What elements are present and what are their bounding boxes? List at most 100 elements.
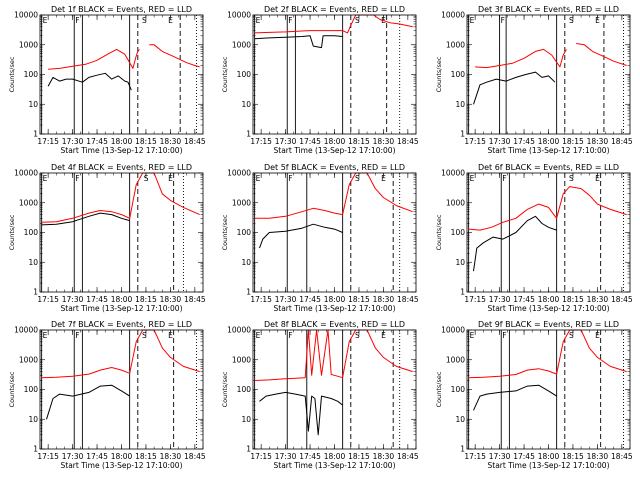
x-tick-label: 18:00 <box>324 452 346 461</box>
events-series-line <box>47 72 132 91</box>
x-tick-label: 18:15 <box>135 137 157 146</box>
interval-marker-label: S <box>142 331 147 340</box>
interval-marker-label: E <box>381 174 386 183</box>
y-axis-label: Counts/sec <box>435 214 443 250</box>
x-tick-label: 17:30 <box>275 295 297 304</box>
interval-marker-label: F <box>501 16 505 25</box>
y-tick-label: 100 <box>237 385 252 394</box>
y-tick-label: 100 <box>24 228 39 237</box>
x-tick-label: 18:15 <box>562 295 584 304</box>
events-series-line <box>254 35 343 49</box>
interval-marker-label: F <box>75 16 79 25</box>
x-tick-label: 17:15 <box>37 295 59 304</box>
y-tick-label: 1000 <box>232 355 251 364</box>
x-tick-label: 18:15 <box>562 137 584 146</box>
x-tick-label: 18:45 <box>397 295 419 304</box>
x-tick-label: 17:45 <box>513 452 535 461</box>
y-tick-label: 100 <box>24 385 39 394</box>
plot-frame <box>39 14 204 135</box>
y-tick-label: 1 <box>33 288 38 297</box>
interval-marker-label: F <box>288 16 292 25</box>
x-tick-label: 17:45 <box>86 295 108 304</box>
x-tick-label: 18:30 <box>160 137 182 146</box>
lld-series-line <box>149 44 200 68</box>
x-axis-label: Start Time (13-Sep-12 17:10:00) <box>274 146 396 155</box>
x-tick-label: 17:15 <box>464 452 486 461</box>
y-tick-label: 10 <box>28 258 38 267</box>
interval-marker-label: E <box>256 174 261 183</box>
x-axis-label: Start Time (13-Sep-12 17:10:00) <box>274 461 396 470</box>
x-tick-label: 18:15 <box>348 295 370 304</box>
plot-frame <box>252 172 417 293</box>
lld-series-line <box>254 14 413 34</box>
y-tick-label: 1000 <box>19 355 38 364</box>
interval-marker-label: F <box>288 174 292 183</box>
x-tick-label: 18:15 <box>348 137 370 146</box>
y-tick-label: 10000 <box>441 11 465 20</box>
y-axis-label: Counts/sec <box>435 371 443 407</box>
interval-marker-label: F <box>502 331 506 340</box>
x-tick-label: 18:30 <box>373 452 395 461</box>
events-series-line <box>473 215 557 272</box>
x-tick-label: 17:15 <box>464 137 486 146</box>
interval-marker-label: E <box>381 331 386 340</box>
interval-marker-label: E <box>168 331 173 340</box>
lld-series-line <box>576 43 627 66</box>
y-tick-label: 100 <box>451 70 466 79</box>
y-tick-label: 1000 <box>19 40 38 49</box>
y-tick-label: 10 <box>241 100 251 109</box>
x-tick-label: 18:00 <box>111 295 133 304</box>
interval-marker-label: S <box>569 331 574 340</box>
detector-panel: Det 6f BLACK = Events, RED = LLD 1 10 100 10… <box>435 163 633 313</box>
x-tick-label: 17:45 <box>299 137 321 146</box>
x-tick-label: 17:45 <box>86 137 108 146</box>
panel-title: Det 8f BLACK = Events, RED = LLD <box>264 320 405 329</box>
y-axis-label: Counts/sec <box>8 214 16 250</box>
x-axis-label: Start Time (13-Sep-12 17:10:00) <box>61 146 183 155</box>
panel-title: Det 4f BLACK = Events, RED = LLD <box>51 163 192 172</box>
interval-marker-label: S <box>355 174 360 183</box>
plot-frame <box>252 329 417 450</box>
x-tick-label: 18:00 <box>324 137 346 146</box>
plot-frame <box>252 14 417 135</box>
lld-series-line <box>41 329 200 379</box>
panel-title: Det 7f BLACK = Events, RED = LLD <box>51 320 192 329</box>
x-tick-label: 18:00 <box>111 452 133 461</box>
panel-title: Det 5f BLACK = Events, RED = LLD <box>264 163 405 172</box>
panel-title: Det 2f BLACK = Events, RED = LLD <box>264 5 405 14</box>
plot-frame <box>466 14 631 135</box>
y-tick-label: 1000 <box>446 198 465 207</box>
interval-marker-label: E <box>470 174 475 183</box>
x-tick-label: 18:45 <box>611 295 633 304</box>
y-tick-label: 1000 <box>446 355 465 364</box>
detector-panel: Det 8f BLACK = Events, RED = LLD 1 10 100 10… <box>221 320 419 470</box>
y-tick-label: 1 <box>33 130 38 139</box>
x-tick-label: 17:45 <box>86 452 108 461</box>
y-tick-label: 1000 <box>232 40 251 49</box>
y-tick-label: 1000 <box>19 198 38 207</box>
interval-marker-label: E <box>43 16 48 25</box>
x-tick-label: 17:45 <box>299 295 321 304</box>
x-tick-label: 18:45 <box>611 137 633 146</box>
y-tick-label: 10 <box>455 258 465 267</box>
y-axis-label: Counts/sec <box>221 56 229 92</box>
y-tick-label: 100 <box>24 70 39 79</box>
x-tick-label: 18:00 <box>538 137 560 146</box>
x-tick-label: 18:15 <box>135 295 157 304</box>
lld-series-line <box>48 48 140 70</box>
x-tick-label: 17:30 <box>275 452 297 461</box>
interval-marker-label: E <box>595 331 600 340</box>
events-series-line <box>473 384 557 411</box>
y-axis-label: Counts/sec <box>8 371 16 407</box>
plot-frame <box>39 172 204 293</box>
interval-marker-label: E <box>595 16 600 25</box>
panel-title: Det 1f BLACK = Events, RED = LLD <box>51 5 192 14</box>
y-tick-label: 10000 <box>227 11 251 20</box>
y-tick-label: 1 <box>33 445 38 454</box>
detector-panel: Det 9f BLACK = Events, RED = LLD 1 10 100 10… <box>435 320 633 470</box>
y-tick-label: 10 <box>241 415 251 424</box>
x-tick-label: 18:00 <box>111 137 133 146</box>
y-tick-label: 10 <box>241 258 251 267</box>
x-tick-label: 18:30 <box>587 295 609 304</box>
